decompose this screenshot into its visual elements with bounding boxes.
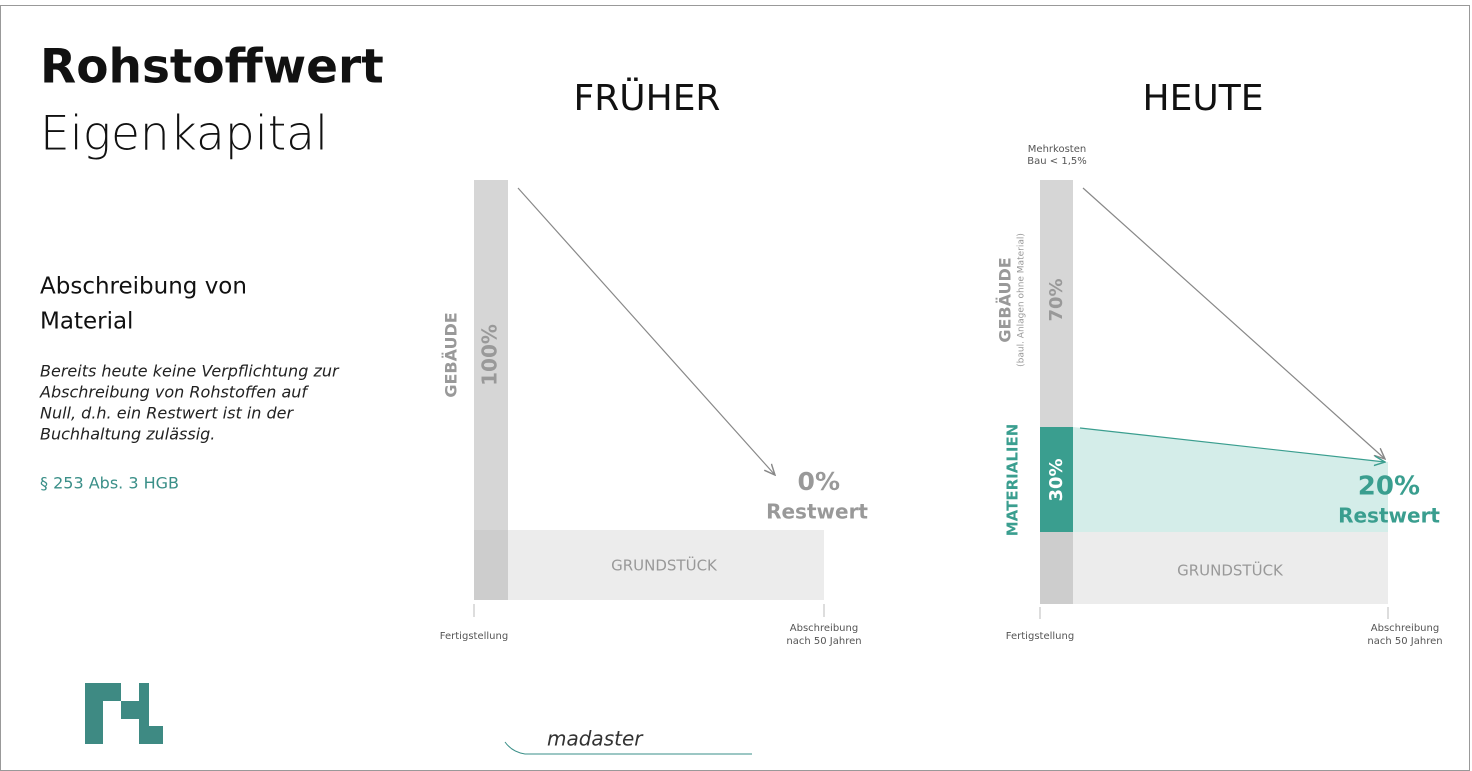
subtitle: Eigenkapital xyxy=(40,107,328,162)
extra-cost: Mehrkosten xyxy=(1028,144,1086,155)
land-block xyxy=(508,530,824,600)
material-arrow xyxy=(1079,427,1385,462)
section-heading: Material xyxy=(40,309,133,335)
extra-cost: Bau < 1,5% xyxy=(1027,156,1086,167)
land-block xyxy=(1073,532,1388,604)
end-label: nach 50 Jahren xyxy=(786,636,861,647)
land-label: GRUNDSTÜCK xyxy=(1177,561,1284,580)
slide-border xyxy=(0,5,1470,771)
land-label: GRUNDSTÜCK xyxy=(611,556,718,575)
building-label: GEBÄUDE xyxy=(996,257,1015,342)
building-bar xyxy=(1040,180,1073,427)
building-share: 70% xyxy=(1046,278,1067,321)
diagram-heading: HEUTE xyxy=(1143,78,1264,119)
end-label: Abschreibung xyxy=(1371,623,1439,634)
building-label: GEBÄUDE xyxy=(442,312,461,397)
material-share: 30% xyxy=(1046,458,1067,501)
body-line: Bereits heute keine Verpflichtung zur xyxy=(40,362,340,381)
material-bar xyxy=(1040,427,1073,532)
building-note: (baul. Anlagen ohne Material) xyxy=(1017,233,1027,367)
footer-brand: madaster xyxy=(547,727,644,751)
corner-block xyxy=(1040,532,1073,604)
building-share: 100% xyxy=(478,324,502,386)
residual: 20% xyxy=(1358,472,1420,502)
residual-label: Restwert xyxy=(1338,504,1440,528)
end-label: Abschreibung xyxy=(790,623,858,634)
building-bar xyxy=(474,180,508,530)
residual-label: Restwert xyxy=(766,500,868,524)
end-label: nach 50 Jahren xyxy=(1367,636,1442,647)
material-label: MATERIALIEN xyxy=(1004,424,1022,537)
reference: § 253 Abs. 3 HGB xyxy=(40,474,179,493)
body-line: Abschreibung von Rohstoffen auf xyxy=(39,383,309,402)
depreciation-arrow xyxy=(1082,187,1385,459)
corner-block xyxy=(474,530,508,600)
logo xyxy=(85,683,163,744)
residual: 0% xyxy=(798,467,840,496)
title: Rohstoffwert xyxy=(40,40,384,95)
footer-line xyxy=(504,741,752,755)
section-heading: Abschreibung von xyxy=(40,274,247,300)
depreciation-arrow xyxy=(517,187,775,475)
diagram-heading: FRÜHER xyxy=(574,77,721,119)
body-line: Buchhaltung zulässig. xyxy=(40,425,215,444)
start-label: Fertigstellung xyxy=(1006,631,1074,642)
start-label: Fertigstellung xyxy=(440,631,508,642)
body-line: Null, d.h. ein Restwert ist in der xyxy=(40,404,294,423)
